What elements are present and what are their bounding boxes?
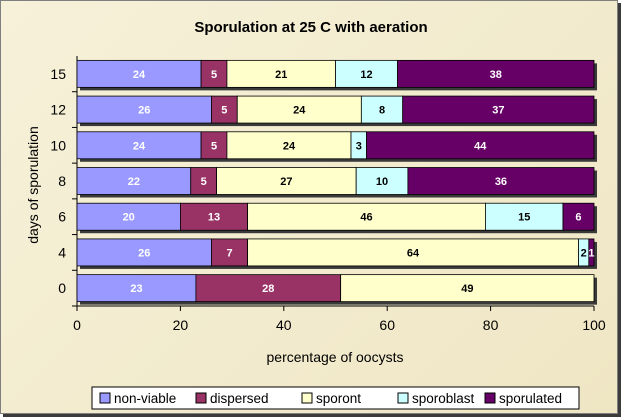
data-label: 7 — [226, 247, 232, 259]
bar-segment-sporont — [247, 238, 579, 267]
legend-label: sporoblast — [412, 391, 475, 406]
legend-swatch — [195, 392, 207, 404]
data-label: 44 — [474, 140, 487, 152]
bar-segment-sporoblast — [355, 167, 409, 195]
legend-label: sporulated — [499, 391, 562, 406]
bar-segment-non-viable — [76, 95, 212, 124]
data-label: 5 — [211, 69, 217, 81]
bar-segment-dispersed — [195, 274, 342, 303]
data-label: 24 — [133, 69, 146, 81]
bar-segment-sporont — [226, 59, 336, 88]
bar-segment-dispersed — [211, 95, 238, 124]
bar-segment-non-viable — [76, 238, 212, 267]
bar-segment-non-viable — [76, 274, 197, 303]
x-tick-label: 0 — [73, 317, 81, 333]
y-tick-label: 12 — [50, 102, 66, 118]
bar-segment-sporulated — [588, 238, 595, 267]
data-label: 24 — [133, 140, 146, 152]
data-label: 13 — [208, 212, 220, 224]
data-label: 3 — [356, 140, 362, 152]
legend-label: dispersed — [210, 391, 269, 406]
legend-swatch — [301, 392, 313, 404]
data-label: 22 — [128, 176, 140, 188]
bar-segment-dispersed — [200, 131, 228, 160]
y-tick-label: 6 — [58, 209, 66, 225]
bar-segment-sporulated — [397, 59, 595, 88]
data-label: 38 — [490, 69, 502, 81]
bar-segment-non-viable — [76, 167, 192, 195]
data-label: 24 — [283, 140, 296, 152]
legend-label: non-viable — [114, 391, 176, 406]
y-tick-label: 15 — [50, 66, 66, 82]
bar-segment-sporoblast — [335, 59, 398, 88]
legend-swatch — [99, 392, 111, 404]
data-label: 10 — [376, 176, 388, 188]
data-label: 5 — [201, 176, 207, 188]
bar-segment-dispersed — [200, 59, 228, 88]
bar-segment-sporoblast — [360, 95, 404, 124]
data-label: 49 — [461, 283, 473, 295]
data-label: 26 — [138, 247, 150, 259]
bar-segment-dispersed — [190, 167, 217, 195]
data-label: 26 — [138, 105, 150, 117]
data-label: 36 — [495, 176, 507, 188]
data-label: 2 — [581, 247, 587, 259]
data-label: 5 — [221, 105, 227, 117]
y-tick-label: 8 — [58, 173, 66, 189]
legend-box — [91, 386, 580, 410]
x-tick-label: 20 — [173, 317, 189, 333]
legend: non-viable dispersed sporont sporoblast spor… — [91, 386, 580, 410]
legend-label: sporont — [316, 391, 361, 406]
bar-segment-sporulated — [407, 167, 595, 195]
bar-segment-sporont — [216, 167, 357, 195]
chart-title: Sporulation at 25 C with aeration — [194, 19, 427, 36]
data-label: 46 — [360, 212, 372, 224]
legend-swatch — [484, 392, 496, 404]
data-label: 12 — [360, 69, 372, 81]
y-axis-label: days of sporulation — [25, 126, 41, 244]
y-tick-label: 10 — [50, 137, 66, 153]
data-label: 6 — [575, 212, 581, 224]
data-label: 1 — [588, 247, 594, 259]
y-tick-label: 0 — [58, 280, 66, 296]
bar-segment-sporulated — [402, 95, 595, 124]
x-tick-label: 40 — [276, 317, 292, 333]
legend-swatch — [397, 392, 409, 404]
bar-segment-sporulated — [562, 202, 595, 231]
data-label: 37 — [492, 105, 504, 117]
bar-segment-sporont — [340, 274, 595, 303]
bar-segment-dispersed — [179, 202, 249, 231]
data-label: 8 — [379, 105, 385, 117]
data-label: 21 — [275, 69, 287, 81]
data-label: 27 — [280, 176, 292, 188]
data-label: 28 — [262, 283, 274, 295]
x-tick-label: 80 — [483, 317, 499, 333]
data-label: 20 — [123, 212, 135, 224]
bar-segment-sporulated — [366, 131, 595, 160]
bar-segment-sporont — [226, 131, 352, 160]
data-label: 23 — [130, 283, 142, 295]
data-label: 64 — [407, 247, 420, 259]
x-axis-label: percentage of oocysts — [267, 349, 404, 365]
bar-segment-dispersed — [211, 238, 249, 267]
bar-segment-non-viable — [76, 202, 181, 231]
bar-segment-sporont — [247, 202, 486, 231]
data-label: 15 — [518, 212, 530, 224]
x-tick-label: 60 — [379, 317, 395, 333]
data-label: 24 — [293, 105, 306, 117]
y-tick-label: 4 — [58, 244, 66, 260]
bar-segment-sporont — [236, 95, 362, 124]
data-label: 5 — [211, 140, 217, 152]
x-tick-label: 100 — [582, 317, 606, 333]
